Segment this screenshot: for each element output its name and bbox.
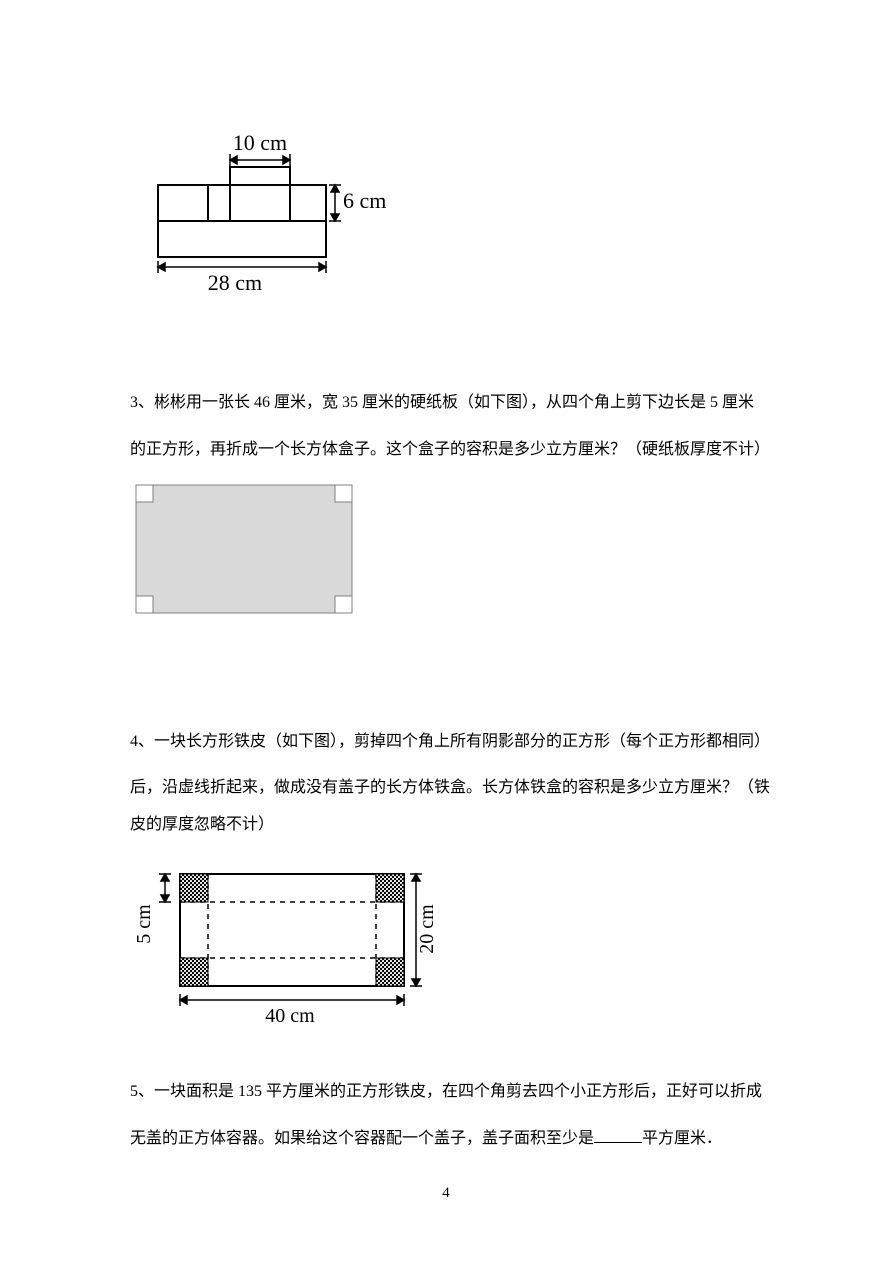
q3-notch-bl <box>136 596 153 613</box>
q4-left-label: 5 cm <box>133 904 155 944</box>
fig1-outline <box>158 167 326 257</box>
spacer <box>130 345 782 385</box>
q5-line1: 5、一块面积是 135 平方厘米的正方形铁皮，在四个角剪去四个小正方形后，正好可… <box>130 1074 782 1111</box>
q3-line2: 的正方形，再折成一个长方体盒子。这个盒子的容积是多少立方厘米？（硬纸板厚度不计） <box>130 432 782 469</box>
q5-line2: 无盖的正方体容器。如果给这个容器配一个盖子，盖子面积至少是 平方厘米． <box>130 1121 782 1158</box>
page: 10 cm 6 cm 28 cm <box>0 0 892 1262</box>
fig1-bottom-label: 28 cm <box>208 270 262 295</box>
q4-line3: 皮的厚度忽略不计） <box>130 807 782 844</box>
fig1-right-label: 6 cm <box>343 188 386 213</box>
q4-right-label: 20 cm <box>416 904 438 954</box>
q4-bottom-label: 40 cm <box>265 1005 315 1027</box>
q4-line1: 4、一块长方形铁皮（如下图），剪掉四个角上所有阴影部分的正方形（每个正方形都相同… <box>130 724 782 761</box>
spacer <box>130 664 782 724</box>
q3-line1: 3、彬彬用一张长 46 厘米，宽 35 厘米的硬纸板（如下图），从四个角上剪下边… <box>130 385 782 422</box>
fig1-right-arrow <box>329 185 341 221</box>
q4-outer-rect <box>180 874 404 986</box>
q4-figure: 5 cm 20 cm 40 cm <box>130 854 782 1034</box>
figure-box-net: 10 cm 6 cm 28 cm <box>130 130 782 305</box>
q4-fold-lines <box>180 874 404 986</box>
fig1-top-label: 10 cm <box>233 130 287 155</box>
q3-figure-svg <box>130 479 360 619</box>
q3-figure <box>130 479 782 624</box>
q5-blank[interactable] <box>594 1126 642 1143</box>
q3-notch-tl <box>136 485 153 502</box>
q3-rect <box>136 485 352 613</box>
q5-line2-pre: 无盖的正方体容器。如果给这个容器配一个盖子，盖子面积至少是 <box>130 1130 594 1147</box>
q4-figure-svg: 5 cm 20 cm 40 cm <box>130 854 450 1029</box>
q5-line2-post: 平方厘米． <box>642 1130 722 1147</box>
q3-notch-tr <box>335 485 352 502</box>
page-number: 4 <box>0 1185 892 1202</box>
q4-line2: 后，沿虚线折起来，做成没有盖子的长方体铁盒。长方体铁盒的容积是多少立方厘米？（铁 <box>130 770 782 807</box>
q4-corners <box>180 874 404 986</box>
figure-box-net-svg: 10 cm 6 cm 28 cm <box>130 130 390 300</box>
q4-left-arrow <box>159 874 171 902</box>
q3-notch-br <box>335 596 352 613</box>
fig1-top-arrow <box>230 154 290 166</box>
